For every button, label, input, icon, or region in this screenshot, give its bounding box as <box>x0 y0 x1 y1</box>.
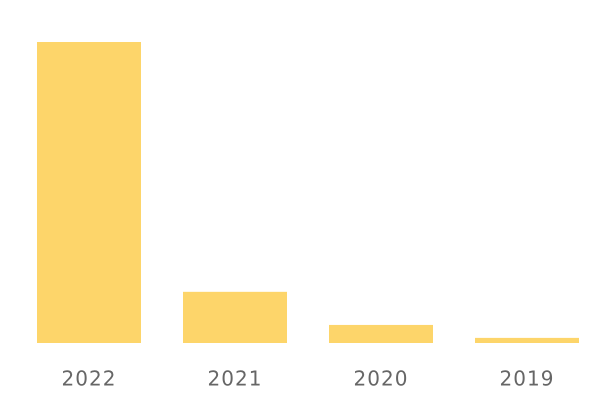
x-tick-label: 2019 <box>500 367 555 391</box>
bar <box>329 324 433 343</box>
x-tick-label: 2022 <box>62 367 117 391</box>
bar <box>37 42 141 343</box>
bar <box>183 291 287 343</box>
x-tick-label: 2020 <box>354 367 409 391</box>
x-tick-label: 2021 <box>208 367 263 391</box>
bar <box>475 337 579 343</box>
